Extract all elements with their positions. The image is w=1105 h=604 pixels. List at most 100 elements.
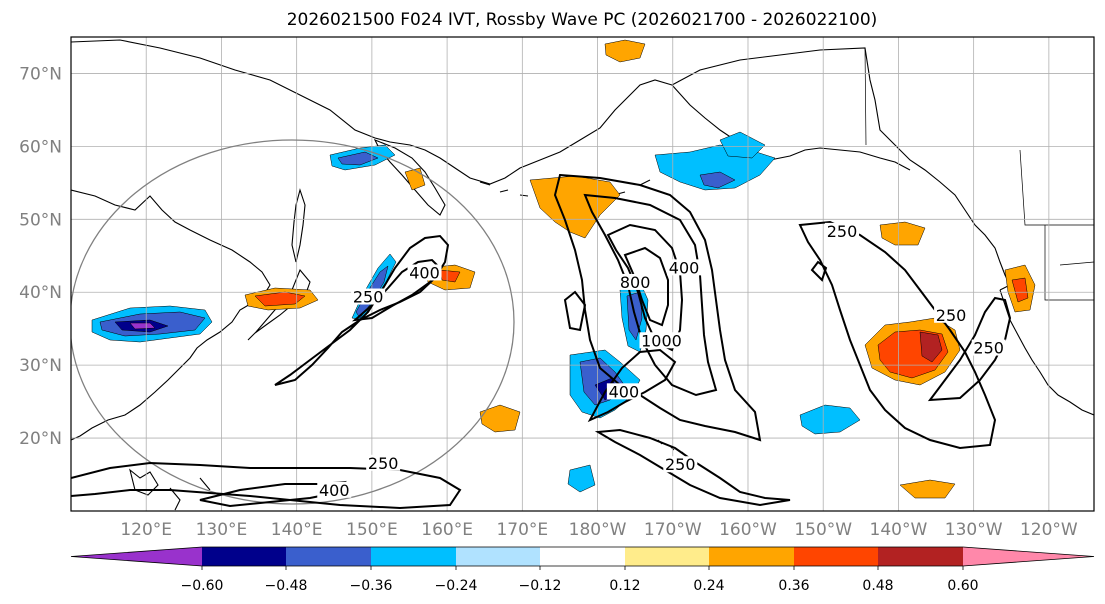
chart-title: 2026021500 F024 IVT, Rossby Wave PC (202…	[287, 10, 878, 30]
contour-label: 250	[936, 306, 967, 325]
contour-250-trough-outer	[553, 173, 762, 442]
contour-label: 400	[409, 263, 440, 282]
contour-label: 250	[353, 288, 384, 307]
lat-tick-label: 40°N	[19, 283, 62, 303]
lon-tick-label: 130°E	[196, 520, 248, 540]
contour-label: 250	[973, 339, 1004, 358]
contour-labels: 250 400 800 400 1000 400 250 250 250 250 250 400	[317, 222, 1006, 500]
kamchatka-coast	[373, 138, 446, 216]
colorbar-tick-label: −0.60	[181, 578, 224, 594]
colorbar-segment	[540, 547, 625, 566]
lon-tick-label: 170°E	[496, 520, 548, 540]
contour-label-bg	[351, 288, 386, 305]
region-circle	[71, 139, 515, 505]
contour-250-nep	[798, 220, 997, 450]
longitude-labels: 120°E 130°E 140°E 150°E 160°E 170°E 180°W 170°W…	[120, 520, 1078, 540]
contour-label-bg	[317, 481, 352, 498]
lon-tick-label: 160°W	[719, 520, 777, 540]
colorbar-tick-label: −0.24	[435, 578, 478, 594]
contour-label: 250	[665, 455, 696, 474]
colorbar-segment	[202, 547, 286, 566]
lat-tick-label: 60°N	[19, 137, 62, 157]
contour-label-bg	[663, 456, 698, 473]
anomaly-neg-subtrop-east	[799, 404, 861, 435]
map-frame	[70, 36, 1095, 512]
contour-label-bg	[971, 339, 1006, 356]
contour-250-coast	[927, 296, 1012, 402]
contour-250-south	[594, 428, 791, 507]
lat-tick-label: 50°N	[19, 210, 62, 230]
colorbar-segment	[963, 547, 1094, 566]
anomaly-pos-south-east	[899, 479, 956, 499]
anomaly-pos-nep-peak	[919, 331, 943, 363]
contour-label-bg	[667, 259, 702, 276]
asia-coast	[71, 189, 271, 441]
contour-label-bg	[825, 222, 860, 239]
na-borders	[864, 47, 1094, 301]
anomaly-pos-south	[479, 404, 521, 433]
colorbar-segment	[709, 547, 794, 566]
lon-tick-label: 120°W	[1020, 520, 1078, 540]
contour-label-bg	[606, 383, 641, 400]
anomaly-neg-south	[567, 464, 596, 493]
colorbar-tick-label: 0.60	[947, 578, 978, 594]
contour-label-bg	[934, 306, 969, 323]
colorbar-tick-label: −0.48	[265, 578, 308, 594]
anomaly-neg-bering-core	[699, 171, 736, 189]
lat-tick-label: 30°N	[19, 356, 62, 376]
lon-tick-label: 140°W	[870, 520, 928, 540]
anomaly-pos-coast-core	[1011, 277, 1029, 303]
colorbar-segments	[70, 546, 1095, 567]
sakhalin-coast	[291, 188, 306, 263]
anomaly-neg-china-min	[129, 322, 156, 330]
gridlines	[71, 37, 1094, 511]
lon-tick-label: 150°E	[346, 520, 398, 540]
lon-tick-label: 170°W	[644, 520, 702, 540]
colorbar-tick-label: 0.48	[862, 578, 893, 594]
contour-label-bg	[366, 454, 401, 471]
contour-label: 400	[609, 382, 640, 401]
colorbar-segment	[794, 547, 878, 566]
contour-400-south	[587, 348, 677, 423]
colorbar-tick-label: −0.12	[519, 578, 562, 594]
colorbar: −0.60 −0.48 −0.36 −0.24 −0.12 0.12 0.24 0.36 0.4…	[70, 546, 1095, 594]
anomaly-pos-arctic	[604, 39, 646, 63]
anomaly-pos-gulf	[879, 221, 926, 246]
colorbar-ticks: −0.60 −0.48 −0.36 −0.24 −0.12 0.12 0.24 0.36 0.4…	[181, 566, 979, 594]
colorbar-segment	[878, 547, 963, 566]
colorbar-segment	[625, 547, 709, 566]
ivt-contours	[71, 173, 1012, 510]
colorbar-segment	[286, 547, 371, 566]
lat-tick-label: 70°N	[19, 64, 62, 84]
contour-250-npac	[274, 234, 450, 386]
contour-label: 250	[368, 454, 399, 473]
contour-label: 800	[620, 273, 651, 292]
map-background	[71, 37, 1094, 511]
contour-label: 400	[319, 481, 350, 500]
lon-tick-label: 180°W	[569, 520, 627, 540]
contour-label: 400	[669, 258, 700, 277]
map-panel: 250 400 800 400 1000 400 250 250 250 250 250 400 70…	[19, 36, 1095, 540]
colorbar-tick-label: −0.36	[350, 578, 393, 594]
contour-label-bg	[639, 332, 684, 349]
colorbar-segment	[71, 547, 202, 566]
anomaly-pos-japan-core	[254, 291, 306, 307]
lon-tick-label: 130°W	[945, 520, 1003, 540]
contour-250-subtrop	[71, 461, 462, 510]
anomaly-neg-bering-2	[719, 131, 766, 159]
anomaly-neg-kamchatka-core	[337, 151, 379, 166]
contour-400-trough	[583, 193, 718, 397]
colorbar-segment	[371, 547, 456, 566]
lat-tick-label: 20°N	[19, 429, 62, 449]
latitude-labels: 70°N 60°N 50°N 40°N 30°N 20°N	[19, 64, 62, 449]
colorbar-tick-label: 0.36	[778, 578, 809, 594]
contour-small-1	[810, 260, 828, 282]
colorbar-tick-label: 0.24	[693, 578, 724, 594]
alaska-coast	[671, 47, 1011, 291]
lon-tick-label: 140°E	[271, 520, 323, 540]
contour-label: 1000	[641, 331, 682, 350]
lon-tick-label: 150°W	[794, 520, 852, 540]
contour-small-2	[563, 290, 587, 332]
contour-label-bg	[407, 264, 442, 281]
